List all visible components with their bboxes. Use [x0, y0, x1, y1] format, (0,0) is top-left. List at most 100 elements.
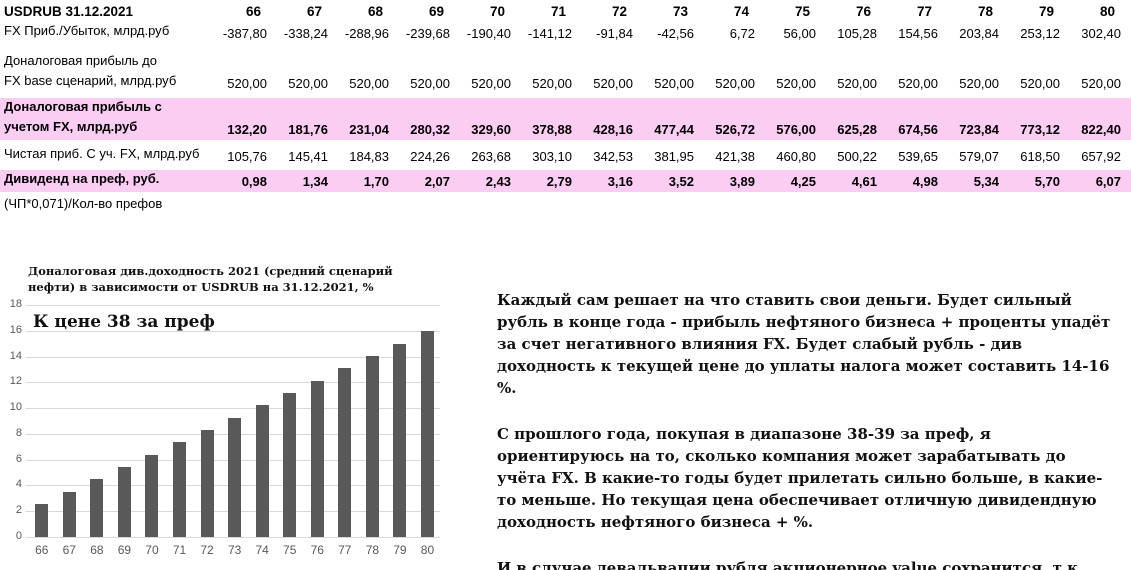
column-header: 69 — [428, 4, 444, 19]
table-cell: 2,43 — [485, 174, 511, 189]
column-header: 77 — [916, 4, 932, 19]
y-axis-tick-label: 16 — [9, 323, 22, 336]
table-cell: 520,00 — [776, 76, 816, 91]
table-cell: 1,34 — [302, 174, 328, 189]
table-cell: 625,28 — [837, 122, 877, 137]
y-axis-tick-label: 12 — [9, 375, 22, 388]
gridline — [26, 382, 440, 384]
table-cell: 520,00 — [471, 76, 511, 91]
table-cell: 224,26 — [410, 149, 450, 164]
gridline — [26, 305, 440, 306]
row-label: Дивиденд на преф, руб. — [0, 169, 213, 192]
column-header: 72 — [611, 4, 627, 19]
table-cell: 657,92 — [1081, 149, 1121, 164]
table-footnote-row: (ЧП*0,071)/Кол-во префов — [0, 192, 1131, 214]
table-cell: 1,70 — [363, 174, 389, 189]
table-cell: 2,07 — [424, 174, 450, 189]
table-cell: 520,00 — [1081, 76, 1121, 91]
x-axis-tick-label: 73 — [227, 543, 242, 557]
bar — [255, 405, 269, 537]
y-axis-tick-label: 0 — [15, 530, 22, 542]
x-axis-tick-label: 69 — [117, 543, 132, 557]
commentary-block: Каждый сам решает на что ставить свои де… — [497, 289, 1119, 570]
bar — [173, 442, 187, 537]
bar — [393, 343, 407, 537]
row-label: Доналоговая прибыль до FX base сценарий, … — [0, 51, 213, 94]
table-cell: 520,00 — [349, 76, 389, 91]
row-label: FX Приб./Убыток, млрд.руб — [0, 21, 213, 44]
table-row: FX Приб./Убыток, млрд.руб -387,80 -338,24 -… — [0, 22, 1131, 44]
table-cell: 302,40 — [1081, 26, 1121, 41]
table-cell: 477,44 — [654, 122, 694, 137]
table-cell: 154,56 — [898, 26, 938, 41]
table-cell: 378,88 — [532, 122, 572, 137]
x-axis-tick-label: 78 — [365, 543, 380, 557]
y-axis-tick-label: 14 — [9, 349, 22, 362]
table-cell: 520,00 — [1020, 76, 1060, 91]
gridline — [26, 330, 440, 332]
table-cell: 674,56 — [898, 122, 938, 137]
table-cell: 520,00 — [593, 76, 633, 91]
bar — [35, 503, 49, 537]
table-cell: 520,00 — [410, 76, 450, 91]
table-cell: 576,00 — [776, 122, 816, 137]
row-label-line: Доналоговая прибыль до — [4, 53, 157, 68]
table-cell: 773,12 — [1020, 122, 1060, 137]
spreadsheet-table: USDRUB 31.12.2021 66 67 68 69 70 71 72 73 74 75 76… — [0, 0, 1131, 214]
y-axis-tick-label: 18 — [9, 298, 22, 310]
table-cell: 5,70 — [1034, 174, 1060, 189]
table-body: FX Приб./Убыток, млрд.руб -387,80 -338,24 -… — [0, 22, 1131, 192]
table-cell: 421,38 — [715, 149, 755, 164]
x-axis-tick-label: 72 — [200, 543, 214, 557]
table-row: Доналоговая прибыль до FX base сценарий, … — [0, 50, 1131, 94]
column-header: 80 — [1099, 4, 1115, 19]
table-cell: 520,00 — [227, 76, 267, 91]
y-axis-tick-label: 10 — [9, 401, 22, 414]
bar — [338, 368, 352, 537]
column-header: 71 — [550, 4, 566, 19]
table-cell: -387,80 — [222, 26, 267, 41]
table-cell: 0,98 — [241, 174, 267, 189]
x-axis-tick-label: 77 — [338, 543, 352, 557]
row-label-line: учетом FX, млрд.руб — [4, 119, 138, 134]
x-axis-tick-label: 71 — [172, 543, 187, 557]
column-header: 79 — [1038, 4, 1054, 19]
table-cell: -190,40 — [466, 26, 511, 41]
x-axis-tick-label: 68 — [90, 543, 104, 557]
table-cell: 539,65 — [898, 149, 938, 164]
table-cell: 3,52 — [668, 174, 694, 189]
column-header: 78 — [977, 4, 993, 19]
table-row: Доналоговая прибыль с учетом FX, млрд.руб… — [0, 98, 1131, 140]
table-cell: 723,84 — [959, 122, 999, 137]
column-header: 68 — [367, 4, 383, 19]
row-label: Чистая приб. С уч. FX, млрд.руб — [0, 144, 213, 167]
column-header: 73 — [672, 4, 688, 19]
table-header-row: USDRUB 31.12.2021 66 67 68 69 70 71 72 73 74 75 76… — [0, 0, 1131, 22]
table-cell: 280,32 — [410, 122, 450, 137]
table-cell: -338,24 — [283, 26, 328, 41]
table-cell: 520,00 — [898, 76, 938, 91]
table-cell: 145,41 — [288, 149, 328, 164]
column-header: 70 — [489, 4, 505, 19]
table-cell: -91,84 — [596, 26, 633, 41]
column-header: 75 — [794, 4, 810, 19]
table-cell: 520,00 — [532, 76, 572, 91]
table-cell: 5,34 — [973, 174, 999, 189]
column-header: 67 — [306, 4, 322, 19]
table-cell: 822,40 — [1081, 122, 1121, 137]
table-row: Дивиденд на преф, руб. 0,98 1,34 1,70 2,07 2,… — [0, 170, 1131, 192]
row-label-line: Чистая приб. С уч. FX, млрд.руб — [4, 146, 200, 161]
table-cell: 303,10 — [532, 149, 572, 164]
table-cell: 460,80 — [776, 149, 816, 164]
table-cell: 56,00 — [783, 26, 816, 41]
bar — [200, 429, 214, 537]
gridline — [26, 408, 440, 410]
bar — [90, 479, 104, 537]
table-cell: 6,72 — [729, 26, 755, 41]
table-cell: 4,25 — [790, 174, 816, 189]
row-label-line: FX base сценарий, млрд.руб — [4, 73, 177, 88]
table-cell: -141,12 — [527, 26, 572, 41]
table-footnote: (ЧП*0,071)/Кол-во префов — [4, 196, 163, 211]
bar — [228, 417, 242, 537]
